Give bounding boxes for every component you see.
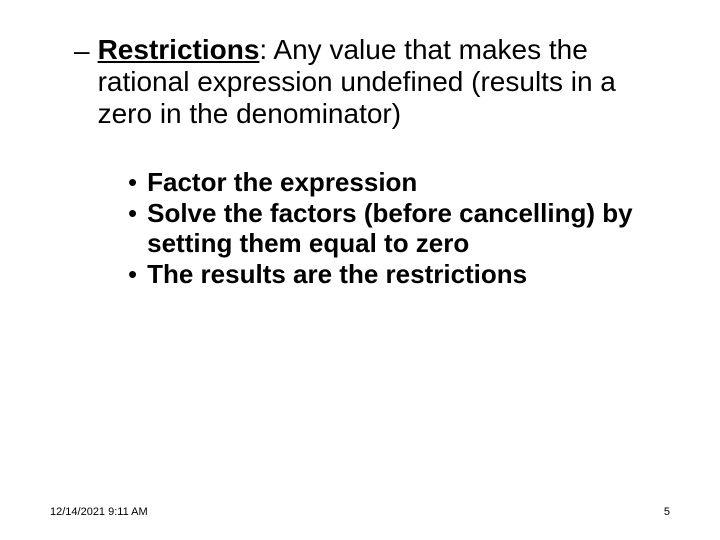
slide-footer: 12/14/2021 9:11 AM 5 bbox=[50, 506, 670, 518]
dash-bullet: – bbox=[74, 34, 90, 131]
step-text: The results are the restrictions bbox=[147, 259, 527, 290]
footer-page-number: 5 bbox=[664, 506, 670, 518]
list-item: • The results are the restrictions bbox=[128, 259, 670, 290]
bullet-icon: • bbox=[128, 198, 137, 259]
steps-list: • Factor the expression • Solve the fact… bbox=[128, 167, 670, 291]
footer-timestamp: 12/14/2021 9:11 AM bbox=[50, 506, 148, 518]
term-word: Restrictions bbox=[98, 34, 260, 65]
bullet-icon: • bbox=[128, 167, 137, 198]
step-text: Solve the factors (before cancelling) by… bbox=[147, 198, 670, 259]
bullet-icon: • bbox=[128, 259, 137, 290]
slide-container: – Restrictions: Any value that makes the… bbox=[0, 0, 720, 540]
step-text: Factor the expression bbox=[147, 167, 417, 198]
list-item: • Solve the factors (before cancelling) … bbox=[128, 198, 670, 259]
definition-text: Restrictions: Any value that makes the r… bbox=[98, 34, 670, 131]
definition-item: – Restrictions: Any value that makes the… bbox=[74, 34, 670, 131]
list-item: • Factor the expression bbox=[128, 167, 670, 198]
